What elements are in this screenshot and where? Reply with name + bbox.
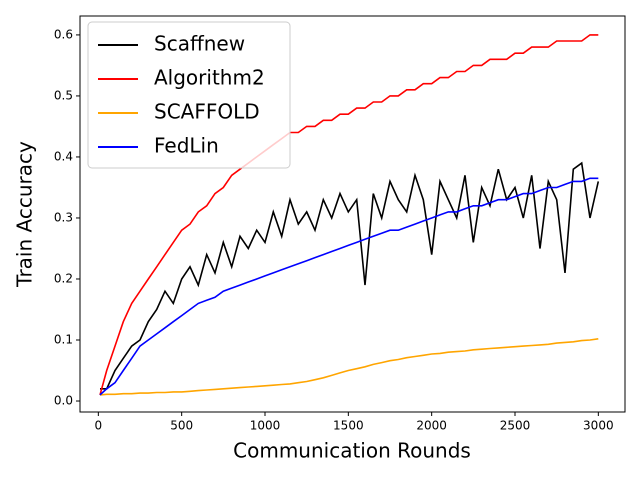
- series-line: [99, 338, 599, 396]
- y-tick-label: 0.5: [54, 88, 73, 102]
- y-axis-label: Train Accuracy: [13, 141, 37, 288]
- legend-label: Scaffnew: [154, 32, 245, 56]
- legend-label: FedLin: [154, 134, 219, 158]
- legend-label: SCAFFOLD: [154, 100, 260, 124]
- y-tick-label: 0.0: [54, 394, 73, 408]
- x-tick-label: 2500: [500, 419, 531, 433]
- x-tick-label: 500: [170, 419, 193, 433]
- y-tick-label: 0.4: [54, 149, 73, 163]
- x-tick-label: 3000: [583, 419, 614, 433]
- plot-frame: [79, 15, 626, 413]
- x-tick-label: 1000: [250, 419, 281, 433]
- x-tick-label: 0: [95, 419, 103, 433]
- legend-box: [87, 21, 291, 169]
- y-tick-label: 0.1: [54, 333, 73, 347]
- series-line: [100, 161, 600, 390]
- y-tick-label: 0.6: [54, 27, 73, 41]
- x-tick-label: 1500: [333, 419, 364, 433]
- series-line: [99, 177, 599, 396]
- y-tick-label: 0.3: [54, 210, 73, 224]
- series-line: [99, 34, 599, 396]
- legend-label: Algorithm2: [154, 66, 265, 90]
- x-tick-label: 2000: [416, 419, 447, 433]
- x-axis-label: Communication Rounds: [233, 439, 471, 463]
- y-tick-label: 0.2: [54, 271, 73, 285]
